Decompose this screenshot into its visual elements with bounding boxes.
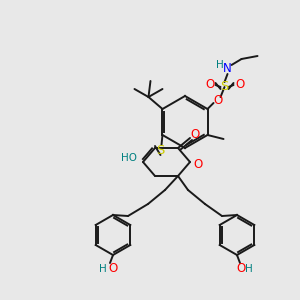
Text: S: S: [156, 143, 165, 157]
Text: O: O: [190, 128, 200, 142]
Text: O: O: [236, 262, 246, 275]
Text: O: O: [235, 77, 244, 91]
Text: H: H: [245, 264, 253, 274]
Text: O: O: [205, 77, 214, 91]
Text: H: H: [99, 264, 107, 274]
Text: S: S: [220, 80, 229, 94]
Text: O: O: [108, 262, 118, 275]
Text: O: O: [194, 158, 202, 170]
Text: H: H: [216, 60, 224, 70]
Text: N: N: [223, 62, 232, 76]
Text: HO: HO: [121, 153, 137, 163]
Text: O: O: [213, 94, 222, 106]
